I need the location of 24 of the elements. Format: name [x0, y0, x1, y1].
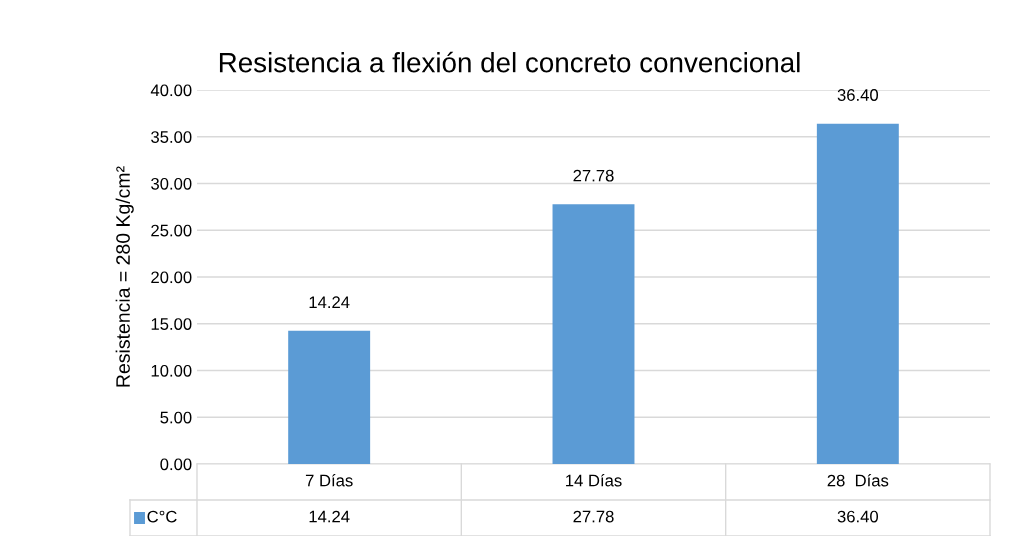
y-tick-label: 20.00 [151, 271, 192, 284]
x-tick-label: 14 Días [566, 474, 622, 487]
y-tick-label: 0.00 [160, 458, 192, 471]
legend-label: C°C [147, 510, 177, 523]
y-tick-label: 35.00 [151, 131, 192, 143]
text: 14.24 [309, 296, 350, 308]
bar [552, 204, 635, 464]
y-tick-label: 30.00 [151, 177, 192, 190]
chart-title: Resistencia a flexión del concreto convencional [219, 51, 800, 73]
y-tick-label: 25.00 [151, 224, 192, 237]
text: 36.40 [837, 89, 879, 101]
text: 27.78 [573, 169, 614, 182]
y-tick-label: 5.00 [160, 411, 192, 424]
y-tick-label: 15.00 [151, 318, 192, 330]
y-tick-label: 40.00 [150, 84, 192, 97]
y-axis-title: Resistencia = 280 Kg/cm² [115, 166, 134, 387]
text: 36.40 [837, 510, 879, 523]
x-tick-label: 7 Días [305, 474, 353, 487]
x-tick-label: 28 Días [827, 474, 889, 487]
y-tick-label: 10.00 [151, 364, 192, 377]
text: 27.78 [573, 510, 614, 523]
bar [288, 330, 371, 464]
text: 14.24 [309, 510, 350, 523]
bar [816, 123, 899, 464]
